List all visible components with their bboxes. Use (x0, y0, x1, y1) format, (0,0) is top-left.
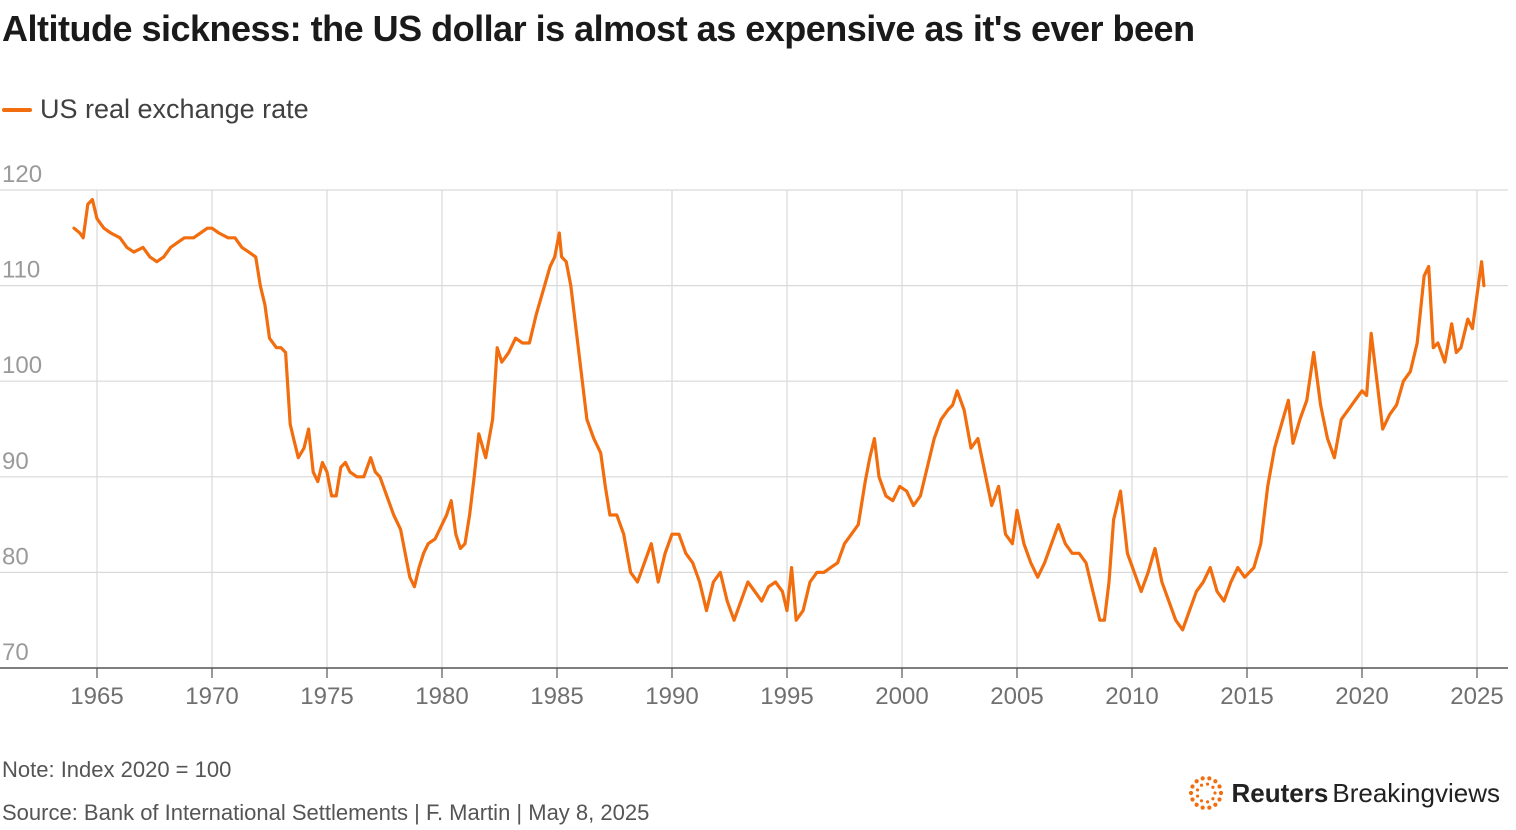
x-tick-label: 2025 (1450, 683, 1503, 710)
x-tick-label: 2000 (875, 683, 928, 710)
logo-dot (1199, 799, 1203, 803)
reuters-logo-icon (1188, 776, 1223, 810)
series-lines (72, 198, 1486, 632)
logo-dot (1200, 776, 1205, 781)
x-tick-label: 1980 (415, 683, 468, 710)
logo-dot (1212, 802, 1217, 807)
series-line-us-real-exchange-rate (72, 198, 1486, 632)
logo-dot (1199, 783, 1203, 787)
logo-dot (1189, 784, 1195, 789)
y-tick-label: 100 (2, 352, 42, 379)
logo-dot (1210, 797, 1215, 801)
logo-dot (1206, 805, 1211, 810)
x-tick-label: 1970 (185, 683, 238, 710)
page-title: Altitude sickness: the US dollar is almo… (2, 8, 1195, 49)
x-tick-label: 2015 (1220, 683, 1273, 710)
legend-label: US real exchange rate (40, 94, 309, 124)
y-tick-labels: 70 80 90 100 110 120 (2, 161, 42, 666)
y-gridlines (0, 189, 1508, 669)
y-tick-label: 120 (2, 161, 42, 188)
logo-dot (1210, 785, 1215, 789)
logo-dot (1194, 779, 1199, 784)
x-tick-label: 2020 (1335, 683, 1388, 710)
logo-dot (1195, 788, 1199, 792)
x-tick-label: 2010 (1105, 683, 1158, 710)
x-tick-label: 1990 (645, 683, 698, 710)
logo-dot (1205, 800, 1209, 804)
x-tick-labels: 1965 1970 1975 1980 1985 1990 1995 2000 2005 2010… (70, 683, 1503, 710)
brand-primary: Reuters (1231, 777, 1329, 808)
logo-dot (1188, 790, 1193, 796)
logo-dot (1195, 794, 1199, 798)
chart-note: Note: Index 2020 = 100 (2, 757, 232, 782)
x-gridlines (96, 190, 1478, 678)
logo-dot (1212, 779, 1217, 784)
chart-source: Source: Bank of International Settlement… (2, 800, 650, 825)
logo-dot (1216, 784, 1222, 789)
legend-swatch (2, 107, 32, 112)
legend: US real exchange rate (2, 94, 309, 125)
logo-dot (1205, 782, 1209, 786)
logo-dot (1212, 791, 1217, 795)
x-tick-label: 2005 (990, 683, 1043, 710)
logo-dot (1206, 776, 1211, 781)
x-tick-label: 1985 (530, 683, 583, 710)
y-tick-label: 70 (2, 639, 29, 666)
x-tick-label: 1995 (760, 683, 813, 710)
logo-dot (1216, 797, 1222, 802)
y-tick-label: 90 (2, 448, 29, 475)
y-tick-label: 110 (2, 257, 40, 284)
x-tick-label: 1975 (300, 683, 353, 710)
brand-logo: Reuters Breakingviews (1188, 775, 1500, 811)
logo-dot (1194, 802, 1199, 807)
logo-dot (1200, 805, 1205, 810)
logo-dot (1218, 790, 1223, 796)
brand-secondary: Breakingviews (1332, 777, 1500, 808)
y-tick-label: 80 (2, 543, 29, 570)
x-tick-label: 1965 (70, 683, 123, 710)
logo-dot (1189, 797, 1195, 802)
line-chart: 70 80 90 100 110 120 1965 1970 1975 1980 1985 1990… (0, 161, 1508, 710)
